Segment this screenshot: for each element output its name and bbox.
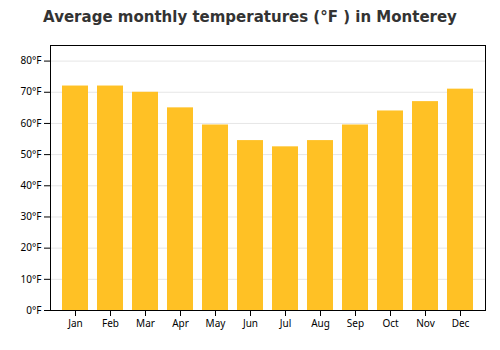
svg-text:Jan: Jan: [67, 316, 83, 330]
svg-text:Dec: Dec: [452, 316, 470, 330]
svg-text:Jun: Jun: [242, 316, 258, 330]
svg-text:Nov: Nov: [416, 316, 435, 330]
svg-text:30°F: 30°F: [21, 209, 42, 223]
svg-text:Jul: Jul: [279, 316, 292, 330]
svg-text:Apr: Apr: [172, 316, 189, 330]
svg-text:Oct: Oct: [382, 316, 399, 330]
svg-text:Mar: Mar: [136, 316, 155, 330]
svg-text:50°F: 50°F: [21, 147, 42, 161]
svg-text:80°F: 80°F: [21, 53, 42, 67]
svg-text:0°F: 0°F: [26, 303, 41, 317]
svg-text:Feb: Feb: [102, 316, 119, 330]
html-text:Average monthly temperatures (: Average monthly temperatures (°F ) in Mo…: [43, 8, 457, 26]
svg-text:Aug: Aug: [311, 316, 330, 330]
svg-text:60°F: 60°F: [21, 116, 42, 130]
svg-text:70°F: 70°F: [21, 84, 42, 98]
svg-text:Sep: Sep: [347, 316, 364, 330]
svg-text:May: May: [206, 316, 227, 330]
svg-text:10°F: 10°F: [21, 272, 42, 286]
svg-text:20°F: 20°F: [21, 240, 42, 254]
svg-text:40°F: 40°F: [21, 178, 42, 192]
